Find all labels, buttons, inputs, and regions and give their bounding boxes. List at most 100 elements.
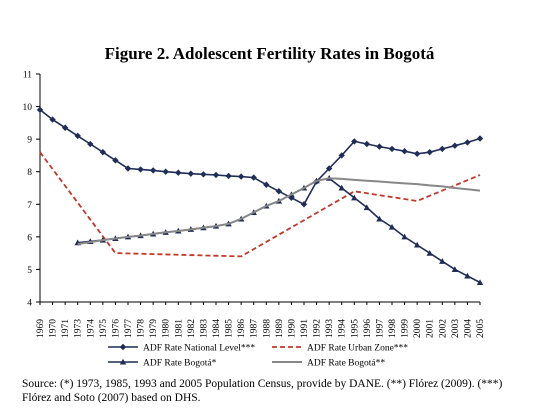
- data-point-diamond: [325, 165, 333, 172]
- data-point-triangle: [413, 241, 421, 248]
- legend-item-1: ADF Rate Urban Zone***: [272, 344, 408, 354]
- data-point-diamond: [401, 147, 408, 155]
- data-point-triangle: [351, 194, 358, 201]
- data-point-triangle: [464, 272, 471, 279]
- data-point-diamond: [376, 143, 383, 150]
- data-point-triangle: [439, 258, 446, 264]
- x-tick-label: 1991: [300, 319, 310, 338]
- x-tick-label: 1977: [124, 319, 134, 338]
- x-tick-label: 1973: [74, 319, 84, 338]
- y-tick-label: 9: [27, 136, 32, 146]
- data-point-diamond: [187, 170, 195, 177]
- x-tick-label: 1971: [61, 319, 71, 338]
- data-point-diamond: [275, 188, 283, 195]
- data-point-diamond: [212, 171, 220, 179]
- legend-label: ADF Rate Urban Zone***: [307, 344, 408, 354]
- x-tick-label: 2004: [463, 319, 473, 338]
- x-tick-label: 1986: [237, 319, 247, 338]
- chart-title: Figure 2. Adolescent Fertility Rates in …: [104, 44, 435, 63]
- x-tick-label: 1995: [350, 319, 360, 338]
- y-tick-label: 10: [23, 103, 33, 113]
- y-tick-label: 7: [27, 201, 32, 211]
- x-tick-label: 1996: [363, 319, 373, 338]
- data-point-triangle: [476, 279, 484, 286]
- legend-item-0: ADF Rate National Level***: [108, 344, 255, 354]
- x-tick-label: 1981: [174, 319, 184, 338]
- series-line-1: [39, 151, 481, 258]
- data-point-diamond: [476, 135, 484, 142]
- data-point-diamond: [162, 168, 169, 175]
- y-tick-label: 5: [27, 266, 32, 276]
- y-tick-label: 8: [27, 168, 32, 178]
- legend-label: ADF Rate National Level***: [143, 344, 255, 354]
- data-point-triangle: [401, 233, 408, 240]
- x-tick-label: 1987: [250, 319, 260, 338]
- x-tick-label: 1989: [275, 319, 285, 338]
- x-tick-label: 1999: [401, 319, 411, 338]
- data-point-triangle: [376, 215, 383, 222]
- legend-item-2: ADF Rate Bogotá*: [108, 359, 217, 369]
- x-tick-label: 1974: [86, 319, 96, 338]
- x-tick-label: 2005: [476, 319, 486, 338]
- data-point-diamond: [250, 174, 257, 181]
- source-note: Source: (*) 1973, 1985, 1993 and 2005 Po…: [22, 378, 503, 404]
- data-point-diamond: [363, 140, 371, 148]
- data-point-diamond: [61, 124, 69, 131]
- data-point-triangle: [363, 204, 371, 211]
- x-tick-label: 1997: [375, 319, 385, 338]
- x-tick-label: 1992: [313, 319, 323, 338]
- data-point-diamond: [351, 138, 358, 145]
- series-line-3: [77, 177, 481, 245]
- data-point-triangle: [388, 223, 396, 230]
- data-point-diamond: [439, 145, 446, 153]
- x-tick-label: 2001: [426, 319, 436, 338]
- legend-label: ADF Rate Bogotá*: [143, 359, 217, 369]
- x-tick-label: 1982: [187, 319, 197, 338]
- data-point-diamond: [175, 169, 182, 176]
- data-point-triangle: [338, 184, 345, 191]
- series-line-0: [39, 109, 481, 206]
- x-tick-label: 1998: [388, 319, 398, 338]
- data-point-triangle: [426, 249, 433, 256]
- x-tick-label: 1976: [111, 319, 121, 338]
- data-point-diamond: [99, 148, 107, 156]
- x-tick-label: 1979: [149, 319, 159, 338]
- data-point-diamond: [124, 165, 132, 172]
- data-point-diamond: [137, 166, 144, 173]
- legend-label: ADF Rate Bogotá**: [307, 359, 385, 369]
- data-point-diamond: [237, 173, 245, 180]
- data-point-diamond: [200, 171, 207, 178]
- data-point-triangle: [451, 266, 459, 272]
- y-tick-label: 4: [27, 299, 32, 309]
- x-tick-label: 1969: [36, 319, 46, 338]
- x-tick-label: 2002: [438, 319, 448, 338]
- x-tick-label: 1978: [137, 319, 147, 338]
- data-point-diamond: [464, 139, 471, 146]
- x-tick-label: 2000: [413, 319, 423, 338]
- data-point-diamond: [112, 157, 119, 164]
- y-tick-label: 11: [23, 71, 32, 81]
- data-point-diamond: [426, 148, 433, 156]
- x-tick-label: 1990: [287, 319, 297, 338]
- x-tick-label: 1983: [199, 319, 209, 338]
- x-tick-label: 1993: [325, 319, 335, 338]
- data-point-diamond: [413, 150, 421, 157]
- data-point-diamond: [263, 181, 270, 188]
- data-point-diamond: [225, 172, 232, 180]
- y-tick-label: 6: [27, 233, 32, 243]
- data-point-diamond: [338, 152, 345, 159]
- x-tick-label: 1988: [262, 319, 272, 338]
- x-tick-label: 1994: [338, 319, 348, 338]
- legend-item-3: ADF Rate Bogotá**: [272, 359, 385, 369]
- data-point-diamond: [49, 116, 56, 123]
- x-tick-label: 1984: [212, 319, 222, 338]
- x-tick-label: 1970: [49, 319, 59, 338]
- data-point-diamond: [87, 140, 94, 148]
- x-tick-label: 2003: [451, 319, 461, 338]
- data-point-diamond: [300, 201, 308, 208]
- data-point-diamond: [36, 106, 44, 114]
- data-point-diamond: [74, 132, 81, 140]
- x-tick-label: 1980: [162, 319, 172, 338]
- legend-marker-triangle: [119, 358, 127, 365]
